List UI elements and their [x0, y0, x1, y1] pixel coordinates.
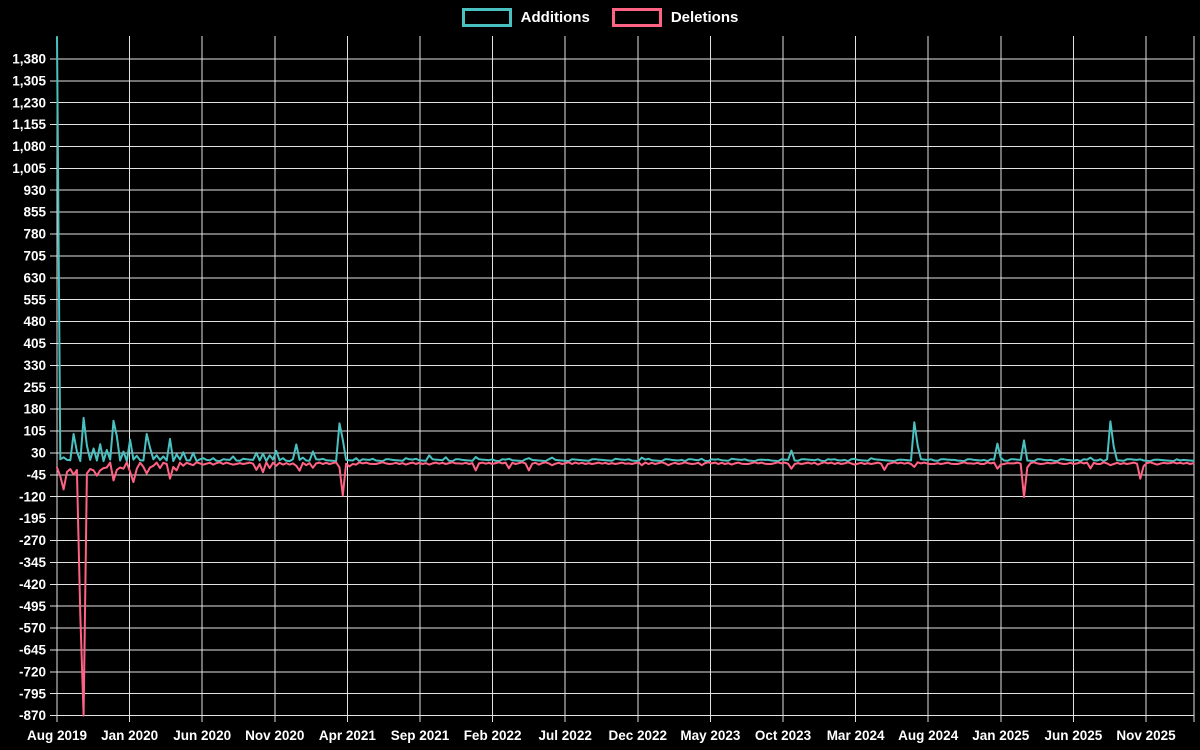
y-tick-label: 405: [23, 336, 46, 351]
y-tick-label: -345: [19, 555, 47, 570]
x-tick-label: Jun 2025: [1045, 728, 1103, 743]
chart-legend: Additions Deletions: [0, 8, 1200, 27]
x-tick-label: Jun 2020: [173, 728, 231, 743]
y-tick-label: 255: [23, 380, 46, 395]
y-tick-label: 855: [23, 205, 46, 220]
x-tick-label: Jul 2022: [539, 728, 592, 743]
x-tick-label: Sep 2021: [391, 728, 450, 743]
x-tick-label: Oct 2023: [755, 728, 812, 743]
y-tick-label: -120: [19, 489, 46, 504]
y-tick-label: 780: [23, 227, 46, 242]
y-tick-label: -720: [19, 664, 46, 679]
y-tick-label: 1,230: [12, 95, 46, 110]
deletions-legend-swatch: [611, 8, 662, 27]
legend-item-deletions[interactable]: Deletions: [611, 8, 739, 27]
additions-legend-swatch: [461, 8, 512, 27]
x-tick-label: Aug 2019: [27, 728, 87, 743]
y-tick-label: 480: [23, 314, 46, 329]
y-tick-label: -795: [19, 686, 47, 701]
x-tick-label: Jan 2025: [972, 728, 1030, 743]
deletions-legend-label: Deletions: [670, 9, 739, 26]
y-tick-label: -45: [26, 467, 46, 482]
y-tick-label: -870: [19, 708, 46, 723]
y-tick-label: 30: [31, 446, 46, 461]
x-tick-label: Dec 2022: [609, 728, 668, 743]
y-tick-label: 555: [23, 292, 46, 307]
x-tick-label: Jan 2020: [101, 728, 158, 743]
x-tick-label: Aug 2024: [898, 728, 959, 743]
y-tick-label: 1,080: [12, 139, 46, 154]
y-tick-label: 1,305: [12, 73, 46, 88]
x-tick-label: Nov 2020: [245, 728, 304, 743]
x-tick-label: Nov 2025: [1116, 728, 1176, 743]
y-tick-label: 330: [23, 358, 46, 373]
y-tick-label: 630: [23, 270, 46, 285]
x-tick-label: Feb 2022: [464, 728, 522, 743]
y-tick-label: 105: [23, 424, 46, 439]
y-tick-label: -570: [19, 621, 46, 636]
series-line-additions: [56, 36, 1195, 463]
y-tick-label: -195: [19, 511, 47, 526]
y-tick-label: 180: [23, 402, 46, 417]
y-tick-label: -495: [19, 599, 47, 614]
y-tick-label: 1,155: [12, 117, 46, 132]
y-tick-label: 705: [23, 249, 46, 264]
y-tick-label: -270: [19, 533, 46, 548]
x-tick-label: Apr 2021: [319, 728, 377, 743]
legend-item-additions[interactable]: Additions: [461, 8, 590, 27]
y-tick-label: -645: [19, 643, 47, 658]
additions-legend-label: Additions: [520, 9, 590, 26]
x-tick-label: Mar 2024: [827, 728, 885, 743]
y-tick-label: 1,380: [12, 52, 46, 67]
y-tick-label: -420: [19, 577, 46, 592]
y-tick-label: 930: [23, 183, 46, 198]
y-tick-label: 1,005: [12, 161, 46, 176]
series-line-deletions: [56, 461, 1195, 717]
x-tick-label: May 2023: [680, 728, 741, 743]
